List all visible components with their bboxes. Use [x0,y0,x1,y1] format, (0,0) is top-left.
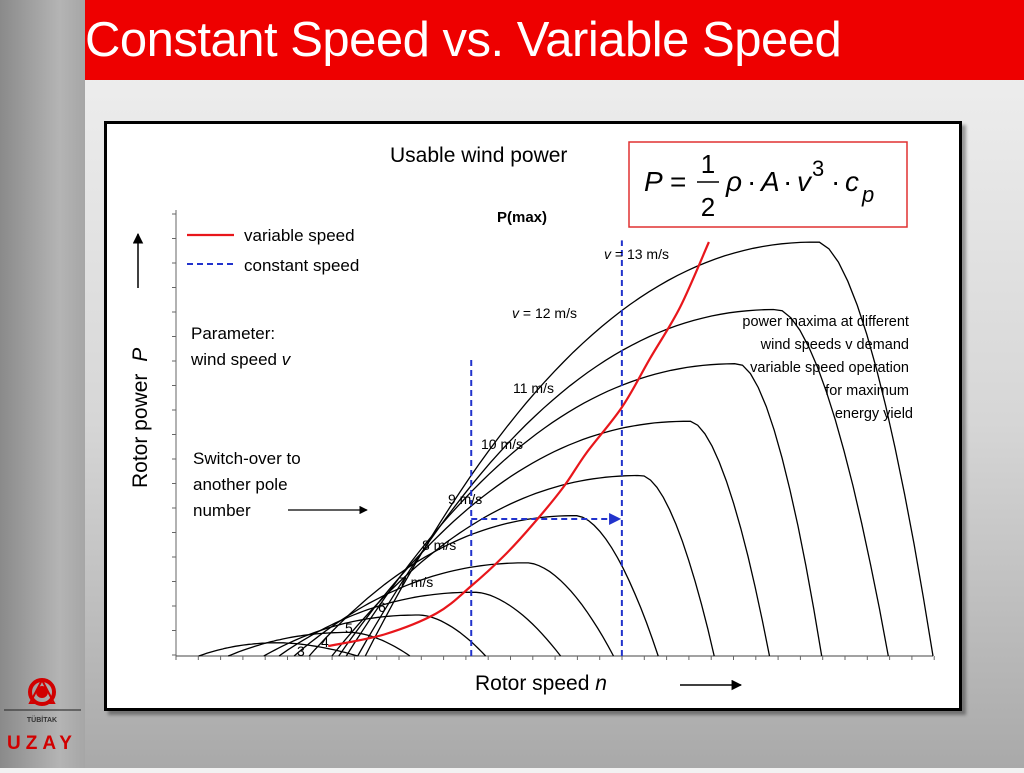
switch-line-1: Switch-over to [193,449,301,468]
logo-emblem [28,677,56,704]
formula-box: P = 1 2 ρ · A · v 3 · c p [628,141,908,228]
parameter-value: wind speed v [190,350,292,369]
curve-label-8ms: 8 m/s [422,537,456,553]
switch-over-note: Switch-over to another pole number [193,449,305,520]
x-axis-label-var: n [595,672,607,695]
switch-line-2: another pole [193,475,288,494]
parameter-var: v [282,350,292,369]
curve-label-13ms: v = 13 m/s [604,246,669,262]
formula-exponent: 3 [812,156,824,181]
power-curve-6ms [278,591,562,657]
power-curve-3ms [198,642,358,657]
curve-label-6ms: 6 [378,599,386,615]
power-curve-8ms [308,515,659,657]
parameter-text: wind speed [190,350,277,369]
legend-constant-label: constant speed [244,256,359,275]
note-line-3: variable speed operation [750,360,909,376]
logo-graphic: TÜBİTAK UZAY [4,677,81,754]
chart-title: Usable wind power [390,144,567,167]
curve-label-7ms: 7 m/s [399,574,433,590]
curve-label-text: = 13 m/s [611,246,669,262]
formula-dot-1: · [747,166,756,197]
sidebar-strip [0,0,85,768]
formula-velocity: v [797,166,813,197]
y-axis-label-var: P [129,348,152,362]
logo-big-text: UZAY [7,733,77,754]
curve-label-3ms: 3 [297,643,305,659]
formula-lhs: P [644,166,663,197]
legend: variable speed constant speed [187,226,359,275]
curve-label-9ms: 9 m/s [448,491,482,507]
formula-subscript: p [861,182,874,207]
power-curve-7ms [293,562,615,657]
note-line-4: for maximum [825,383,909,399]
note-line-5: energy yield [835,406,913,422]
power-maxima-note: power maxima at different wind speeds v … [742,314,913,422]
curve-label-text: 9 m/s [448,491,482,507]
curve-label-text: 11 m/s [513,380,554,396]
logo-core [36,686,48,698]
svg-text:P =: P = [644,166,686,197]
x-axis-ticks [175,656,935,660]
formula-coefficient: c [845,166,859,197]
x-axis-label: Rotor speed n [475,672,607,695]
power-curve-9ms [331,474,715,657]
curve-label-var: v [604,246,612,262]
power-curve-4ms [227,631,411,657]
power-curve-10ms [338,420,771,657]
curve-label-text: 6 [378,599,386,615]
formula-rho: ρ [725,166,742,197]
curve-label-12ms: v = 12 m/s [512,305,577,321]
curve-label-11ms: 11 m/s [513,380,554,396]
power-curve-11ms [345,363,823,657]
y-axis-label-text: Rotor power [129,374,152,488]
power-curve-5ms [263,614,487,657]
curve-label-text: 4 [321,634,329,650]
legend-variable-label: variable speed [244,226,355,245]
formula-dot-2: · [783,166,792,197]
pmax-label: P(max) [497,209,547,226]
power-curve-13ms [364,241,934,657]
formula-area: A [759,166,780,197]
formula-denominator: 2 [701,192,715,222]
slide-title: Constant Speed vs. Variable Speed [85,13,842,67]
y-axis-label: Rotor power P [129,348,152,488]
curve-label-text: 7 m/s [399,574,433,590]
x-axis-label-text: Rotor speed [475,672,589,695]
curve-label-10ms: 10 m/s [481,436,523,452]
curve-label-text: = 12 m/s [519,305,577,321]
tubitak-uzay-logo: TÜBİTAK UZAY [0,670,85,768]
y-axis-ticks [172,213,176,656]
rotor-power-chart: Usable wind power P = 1 2 ρ · A · v 3 · … [129,141,935,695]
curve-label-5ms: 5 [345,620,353,636]
curve-labels: v = 13 m/sv = 12 m/s11 m/s10 m/s9 m/s8 m… [297,246,669,659]
logo-small-text: TÜBİTAK [27,715,57,724]
curve-label-text: 8 m/s [422,537,456,553]
svg-text:ρ · A: ρ · A · v 3 · c p [725,151,874,207]
title-bar: Constant Speed vs. Variable Speed [85,0,1024,80]
switch-line-3: number [193,501,251,520]
formula-border [628,141,908,228]
note-line-1: power maxima at different [742,314,909,330]
constant-speed-lines [470,240,623,656]
formula-dot-3: · [831,166,840,197]
power-curve-12ms [357,308,889,657]
parameter-label: Parameter: [191,324,275,343]
chart-frame: Usable wind power P = 1 2 ρ · A · v 3 · … [104,121,962,711]
curve-label-text: 10 m/s [481,436,523,452]
formula-numerator: 1 [701,149,715,179]
curve-label-4ms: 4 [321,634,329,650]
curve-label-text: 3 [297,643,305,659]
note-line-2: wind speeds v demand [760,337,909,353]
formula-equals: = [670,166,686,197]
variable-speed-curve [327,241,710,648]
curve-label-text: 5 [345,620,353,636]
power-curves [198,241,934,657]
curve-label-var: v [512,305,520,321]
